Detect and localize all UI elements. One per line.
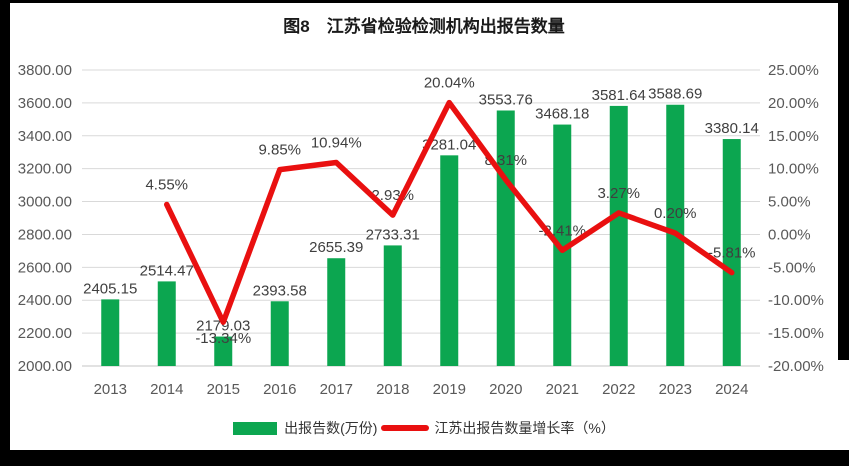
bar-value-label: 2514.47 (140, 262, 194, 279)
bar-value-label: 2405.15 (83, 280, 137, 297)
bar-value-label: 2179.03 (196, 318, 250, 335)
bar-value-label: 3281.04 (422, 136, 476, 153)
page-notch (838, 360, 849, 450)
right-tick-label: 10.00% (768, 161, 819, 178)
x-axis-label: 2020 (489, 381, 522, 398)
legend-line-swatch-icon (381, 425, 430, 431)
x-axis-label: 2023 (659, 381, 692, 398)
x-axis-labels: 2013 2014 2015 2016 2017 2018 2019 2020 2021 2022… (94, 381, 749, 398)
bar-value-label: 3553.76 (479, 91, 533, 108)
line-value-label: 0.20% (654, 205, 697, 222)
right-tick-label: 0.00% (768, 226, 811, 243)
left-tick-label: 2000.00 (18, 358, 72, 375)
right-tick-label: -15.00% (768, 325, 824, 342)
x-axis-label: 2018 (376, 381, 409, 398)
line-value-label: 10.94% (311, 134, 362, 151)
legend: 出报告数(万份) 江苏出报告数量增长率（%） (10, 416, 838, 440)
x-axis-label: 2022 (602, 381, 635, 398)
bar-series (101, 104, 741, 367)
left-tick-label: 3600.00 (18, 95, 72, 112)
bar-value-label: 2655.39 (309, 239, 363, 256)
right-tick-label: -10.00% (768, 292, 824, 309)
right-axis-labels: -20.00% -15.00% -10.00% -5.00% 0.00% 5.00% 10.… (768, 62, 824, 375)
left-tick-label: 3800.00 (18, 62, 72, 79)
x-axis-label: 2019 (433, 381, 466, 398)
bar-2013 (101, 299, 120, 366)
bar-2015 (214, 336, 233, 366)
right-tick-label: 15.00% (768, 128, 819, 145)
chart-canvas: 2000.00 2200.00 2400.00 2600.00 2800.00 3000.… (18, 62, 824, 398)
right-tick-label: 25.00% (768, 62, 819, 79)
line-value-label: -13.34% (195, 330, 251, 347)
bar-2024 (722, 139, 741, 366)
bar-2022 (609, 105, 628, 367)
left-tick-label: 3000.00 (18, 194, 72, 211)
left-axis-labels: 2000.00 2200.00 2400.00 2600.00 2800.00 3000.… (18, 62, 72, 375)
left-tick-label: 2400.00 (18, 292, 72, 309)
right-tick-label: -5.00% (768, 259, 816, 276)
bar-value-label: 3588.69 (648, 86, 702, 103)
bar-value-label: 2393.58 (253, 282, 307, 299)
bar-2016 (270, 301, 289, 366)
right-tick-label: 20.00% (768, 95, 819, 112)
legend-line-label: 江苏出报告数量增长率（%） (434, 420, 615, 436)
left-tick-label: 3200.00 (18, 161, 72, 178)
growth-rate-line (164, 99, 735, 325)
line-value-label: 20.04% (424, 75, 475, 92)
x-axis-label: 2021 (546, 381, 579, 398)
left-tick-label: 3400.00 (18, 128, 72, 145)
left-tick-label: 2800.00 (18, 226, 72, 243)
bar-2021 (553, 124, 572, 367)
x-axis-label: 2015 (207, 381, 240, 398)
line-value-label: 9.85% (258, 142, 301, 159)
bar-value-label: 3380.14 (705, 120, 759, 137)
bar-2018 (383, 245, 402, 366)
left-tick-label: 2600.00 (18, 259, 72, 276)
x-axis-label: 2013 (94, 381, 127, 398)
chart-page: 图8 江苏省检验检测机构出报告数量 2000.00 2200.00 2400.00 2… (10, 3, 838, 450)
bar-2014 (157, 281, 176, 366)
x-axis-label: 2016 (263, 381, 296, 398)
chart-title: 图8 江苏省检验检测机构出报告数量 (283, 17, 565, 36)
left-tick-label: 2200.00 (18, 325, 72, 342)
line-series (164, 99, 735, 325)
x-axis-label: 2014 (150, 381, 183, 398)
bar-2017 (327, 258, 346, 366)
gridlines (82, 69, 760, 367)
legend-bar-swatch-icon (233, 421, 278, 435)
right-tick-label: 5.00% (768, 194, 811, 211)
legend-bar-label: 出报告数(万份) (284, 420, 378, 436)
bar-2019 (440, 155, 459, 366)
right-tick-label: -20.00% (768, 358, 824, 375)
line-value-label: 4.55% (145, 177, 188, 194)
line-value-label: -5.81% (708, 245, 756, 262)
bar-2020 (496, 110, 515, 366)
bar-value-label: 2733.31 (366, 226, 420, 243)
x-axis-label: 2017 (320, 381, 353, 398)
x-axis-label: 2024 (715, 381, 748, 398)
bar-value-label: 3581.64 (592, 87, 646, 104)
line-value-label: 3.27% (597, 185, 640, 202)
bar-value-label: 3468.18 (535, 106, 589, 123)
